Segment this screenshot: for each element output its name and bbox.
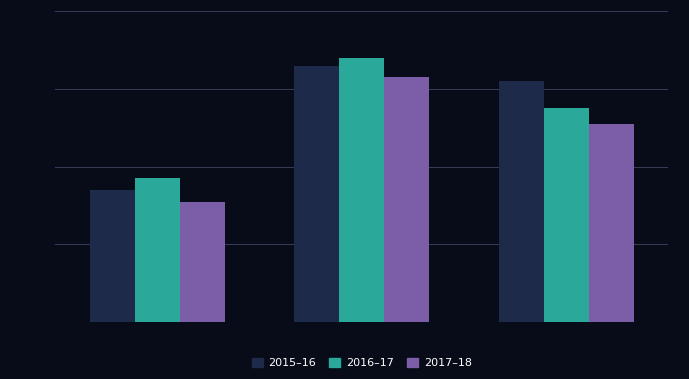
Bar [294, 66, 339, 322]
Legend: 2015–16, 2016–17, 2017–18: 2015–16, 2016–17, 2017–18 [247, 353, 476, 373]
Bar [180, 202, 225, 322]
Bar [90, 190, 135, 322]
Bar [588, 124, 634, 322]
Bar [499, 81, 544, 322]
Bar [339, 58, 384, 322]
Bar [544, 108, 588, 322]
Bar [135, 179, 180, 322]
Bar [384, 77, 429, 322]
